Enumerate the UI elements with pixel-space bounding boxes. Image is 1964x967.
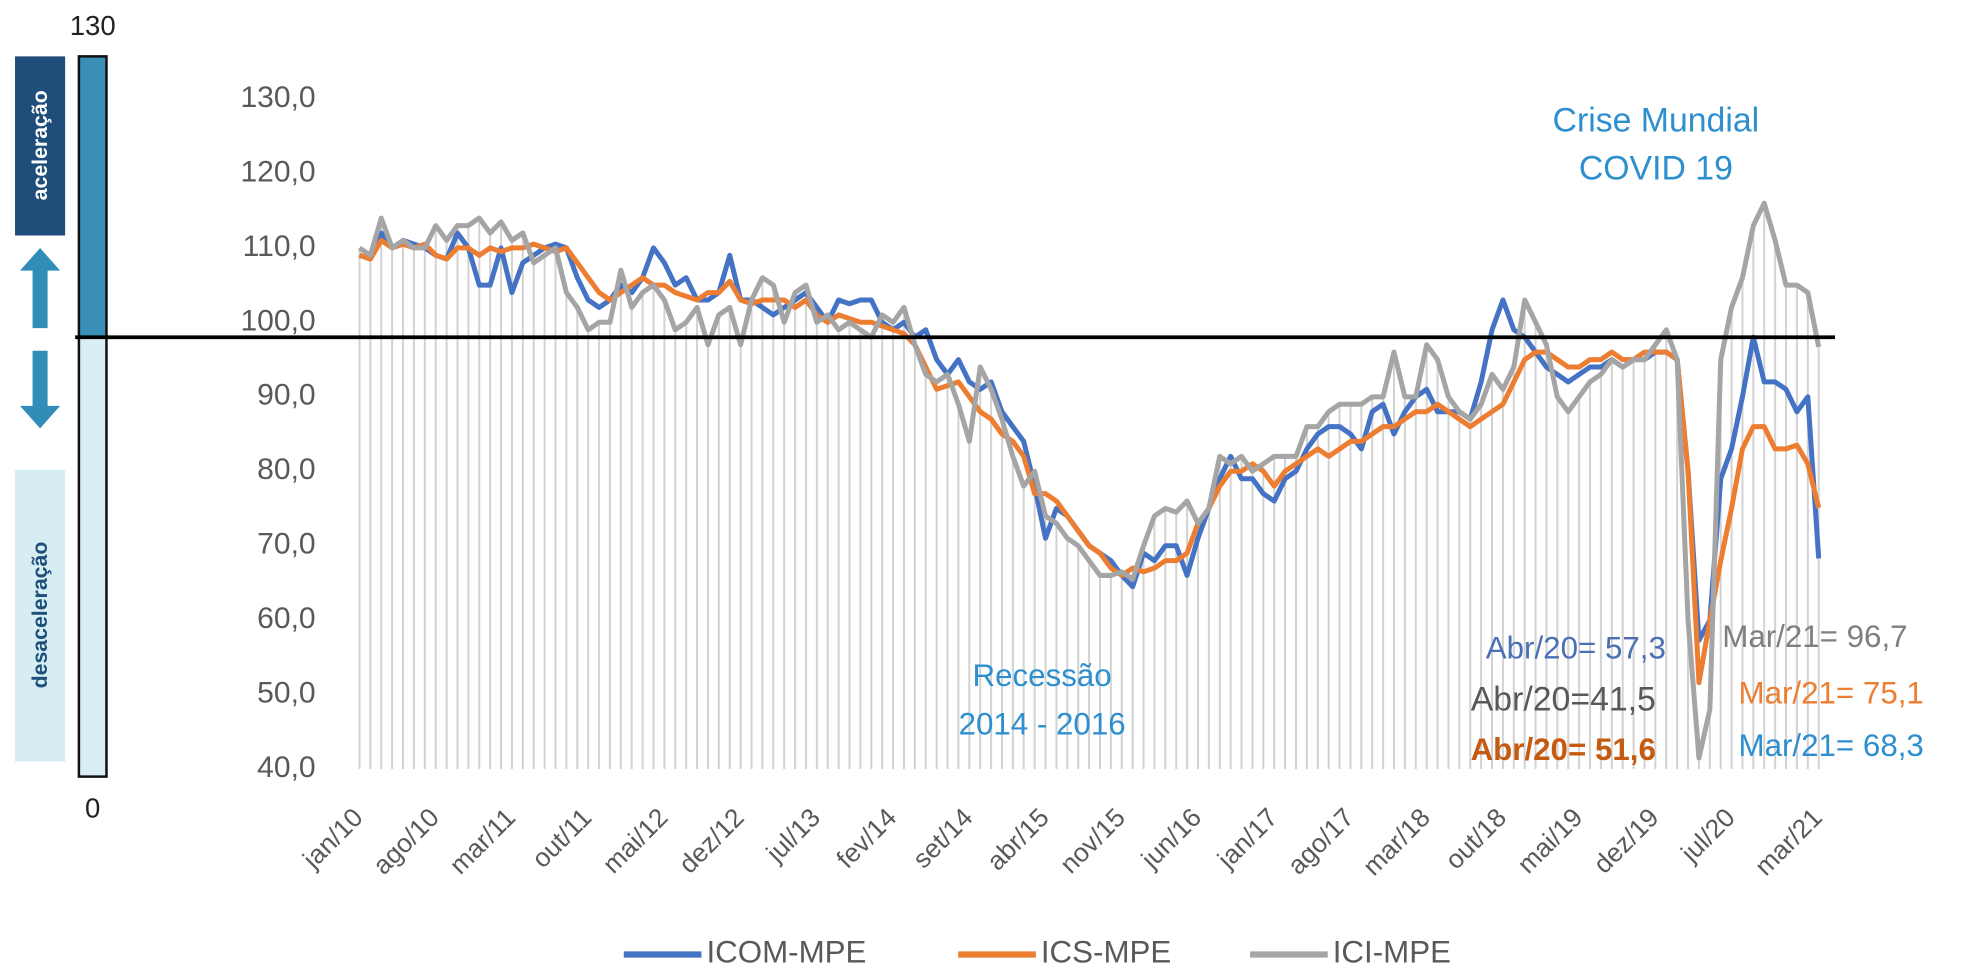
gauge-upper-label: aceleração — [28, 90, 52, 200]
annotation: Abr/20= 51,6 — [1471, 732, 1656, 767]
gauge-lower — [78, 337, 107, 777]
annotation: Abr/20=41,5 — [1471, 680, 1656, 718]
y-tick-label: 110,0 — [243, 230, 316, 263]
legend-label: ICOM-MPE — [706, 935, 866, 967]
gauge-upper — [78, 56, 107, 338]
series-line — [358, 200, 1822, 761]
annotation: Crise Mundial — [1553, 102, 1760, 140]
legend-label: ICS-MPE — [1041, 935, 1171, 967]
annotation: Mar/21= 68,3 — [1739, 728, 1924, 763]
upper-zone-box — [15, 56, 66, 236]
gauge-min: 0 — [85, 793, 100, 824]
annotation: 2014 - 2016 — [959, 707, 1126, 742]
annotation: Recessão — [973, 658, 1112, 693]
annotation: Abr/20= 57,3 — [1486, 630, 1666, 665]
y-tick-label: 40,0 — [257, 751, 315, 784]
y-tick-label: 50,0 — [257, 677, 315, 710]
annotation: Mar/21= 75,1 — [1739, 675, 1924, 710]
y-tick-label: 130,0 — [240, 81, 315, 114]
up-arrow — [20, 248, 61, 329]
y-tick-label: 80,0 — [257, 453, 315, 486]
gauge-frame — [77, 55, 108, 778]
gauge-max: 130 — [70, 10, 116, 41]
y-tick-label: 70,0 — [257, 528, 315, 561]
gauge-lower-label: desaceleração — [28, 542, 52, 689]
y-tick-label: 60,0 — [257, 602, 315, 635]
y-tick-label: 90,0 — [257, 379, 315, 412]
lower-zone-box — [15, 469, 66, 762]
legend-label: ICI-MPE — [1333, 935, 1451, 967]
y-tick-label: 120,0 — [240, 155, 315, 188]
series-line — [358, 237, 1822, 686]
down-arrow — [20, 350, 61, 429]
y-tick-label: 100,0 — [240, 304, 315, 337]
annotation: COVID 19 — [1579, 149, 1733, 187]
annotation: Mar/21= 96,7 — [1722, 619, 1907, 654]
